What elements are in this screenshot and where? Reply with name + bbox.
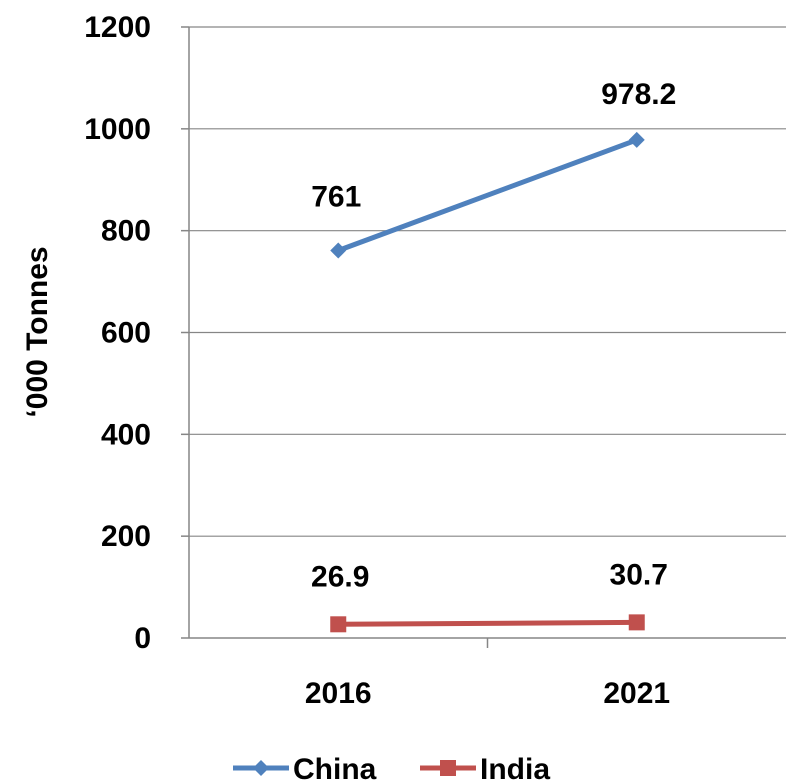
x-tick-labels: 2016 2021 [305,638,670,710]
data-point [330,242,347,259]
y-axis-title: ‘000 Tonnes [21,246,54,417]
legend-label: China [293,753,377,783]
y-tick-labels: 0 200 400 600 800 1000 1200 [84,11,151,655]
series-line [337,137,638,253]
legend-label: India [480,753,550,783]
data-label: 26.9 [311,560,369,593]
y-tick-label: 800 [101,215,151,248]
y-tick-label: 1000 [84,113,151,146]
legend-marker [440,760,456,776]
data-point [330,616,347,633]
data-point [628,614,645,631]
data-point [628,131,645,148]
y-tick-label: 0 [134,622,151,655]
data-label: 978.2 [601,78,676,111]
y-tick-label: 600 [101,317,151,350]
y-tick-label: 200 [101,520,151,553]
series-china: 761 978.2 [311,78,676,259]
data-label: 30.7 [610,558,668,591]
series-india: 26.9 30.7 [311,558,668,633]
legend: China India [233,753,550,783]
x-tick-label: 2021 [603,677,670,710]
legend-item-china: China [233,753,377,783]
gridlines [181,26,786,639]
legend-item-india: India [420,753,550,783]
x-tick-label: 2016 [305,677,372,710]
legend-marker [253,760,269,776]
series-group: 761 978.2 26.9 30.7 [311,78,676,633]
data-label: 761 [311,181,361,214]
y-tick-label: 1200 [84,11,151,44]
series-line [338,619,637,627]
y-tick-label: 400 [101,418,151,451]
